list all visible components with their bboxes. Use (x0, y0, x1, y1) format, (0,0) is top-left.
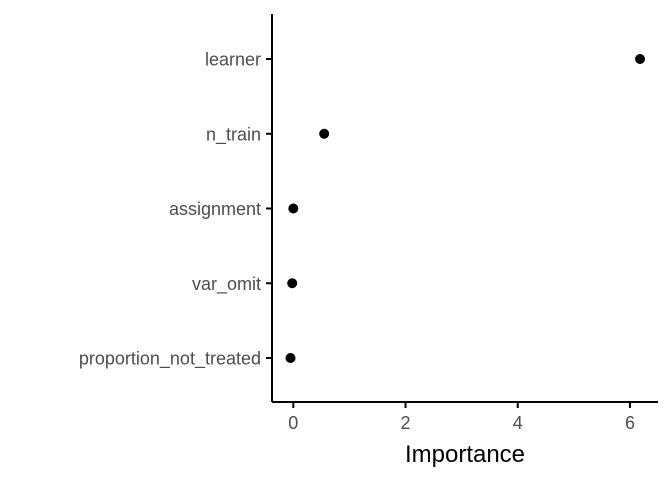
x-axis: 0 2 4 6 (272, 401, 658, 433)
y-tick-label: learner (205, 50, 261, 70)
data-point (319, 128, 330, 139)
data-point (285, 353, 296, 363)
x-axis-title: Importance (405, 441, 525, 468)
y-tick-label: proportion_not_treated (79, 349, 261, 370)
y-tick-label: var_omit (192, 274, 261, 295)
data-point (635, 54, 646, 64)
y-tick-label: assignment (169, 199, 261, 219)
x-tick-label: 2 (401, 413, 411, 433)
x-tick-label: 0 (288, 413, 298, 433)
y-tick-label: n_train (206, 124, 261, 145)
data-point (287, 278, 298, 289)
x-tick-label: 4 (513, 413, 523, 433)
y-axis: learner n_train assignment var_omit proporti… (79, 14, 273, 402)
x-tick-label: 6 (625, 413, 635, 433)
data-point (288, 203, 299, 214)
data-points (285, 54, 646, 363)
